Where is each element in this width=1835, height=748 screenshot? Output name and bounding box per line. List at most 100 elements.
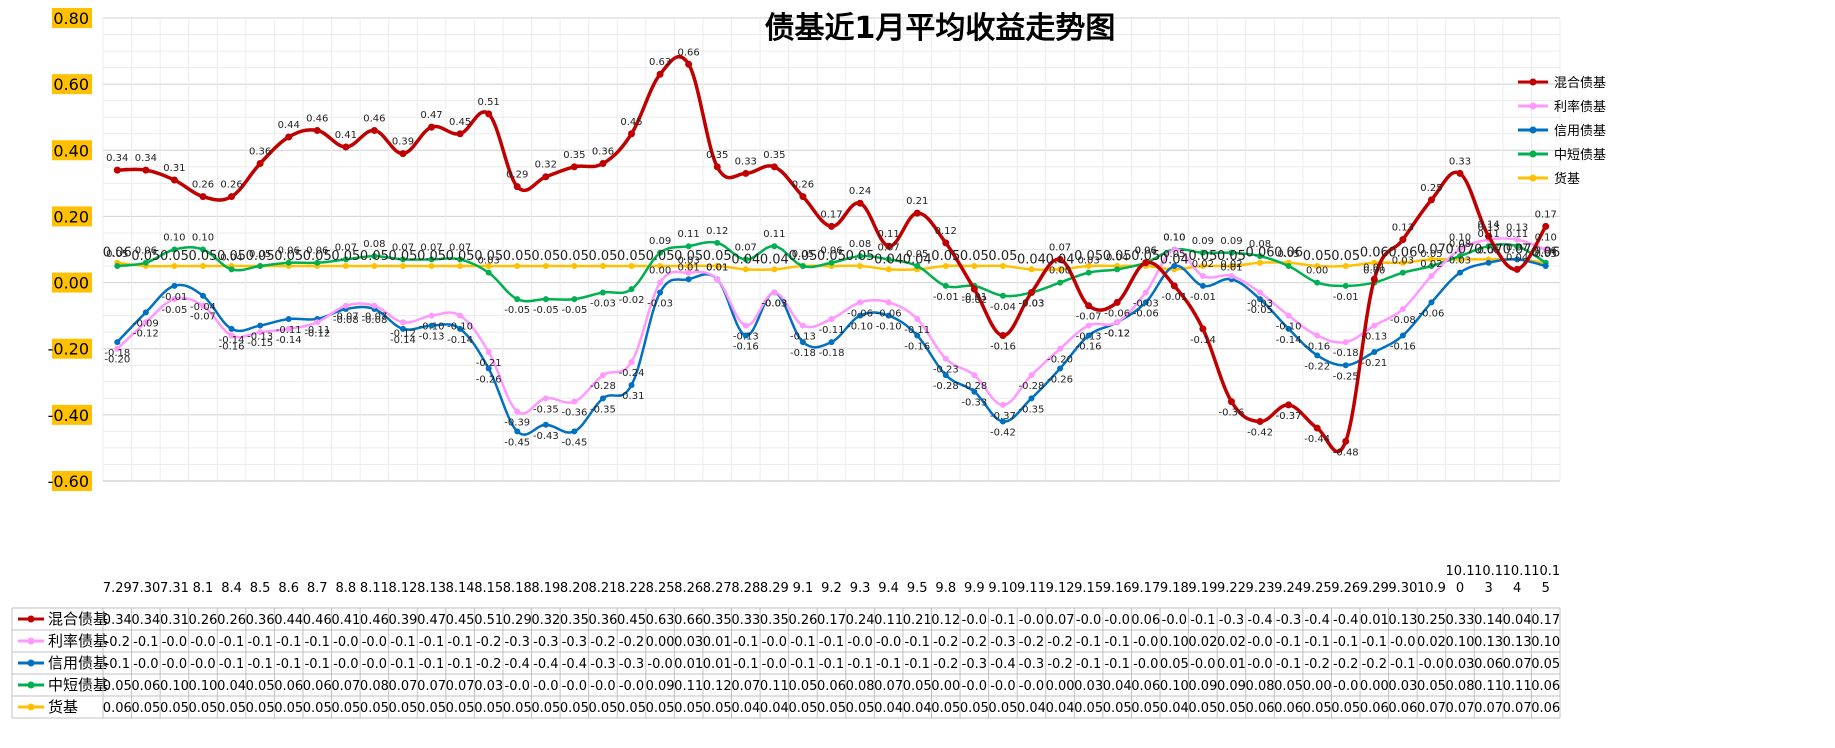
table-cell: -0.4 [533,657,558,672]
table-cell: 0.03 [1388,679,1417,694]
data-label: 0.41 [335,130,357,141]
data-label: 0.21 [906,196,928,207]
data-label: 0.00 [1363,266,1385,277]
table-cell: 0.06 [103,701,132,716]
data-label: 0.10 [163,233,185,244]
table-cell: 0.00 [1303,679,1332,694]
table-cell: 0.11 [1474,679,1503,694]
data-label: 0.05 [703,249,732,264]
table-cell: -0.1 [905,635,930,650]
table-cell: 0.06 [303,679,332,694]
table-cell: 0.07 [1446,701,1475,716]
table-cell: -0.0 [162,635,187,650]
data-label: -0.28 [933,381,959,392]
data-point [428,256,435,263]
table-cell: -0.4 [1333,613,1358,628]
table-cell: 0.07 [331,679,360,694]
x-tick-label: 9.2 [821,581,842,596]
data-point [199,263,206,270]
data-label: -0.37 [1276,411,1302,422]
x-tick-label: 9.5 [907,581,928,596]
data-label: 0.07 [449,242,471,253]
data-point [856,199,864,207]
data-point [485,263,492,270]
data-label: -0.33 [961,398,987,409]
data-point [1285,263,1292,270]
data-point [571,398,578,405]
data-label: 0.32 [535,160,557,171]
data-label: 0.09 [649,236,671,247]
table-cell: -0.3 [1219,613,1244,628]
data-label: 0.11 [1506,229,1528,240]
data-label: -0.18 [1333,348,1359,359]
data-point [313,126,321,134]
data-point [342,143,350,151]
table-cell: -0.1 [133,635,158,650]
data-labels: 0.34 0.34 0.31 0.26 0.26 0.36 0.44 0.46 0.41 0.46… [103,47,1560,458]
table-cell: 0.07 [874,679,903,694]
data-point [742,332,749,339]
table-cell: 0.25 [1417,613,1446,628]
data-label: 0.06 [1274,246,1303,261]
table-cell: 0.11 [874,613,903,628]
data-point [171,296,178,303]
data-label: -0.26 [476,375,502,386]
data-point [656,70,664,78]
data-label: -0.10 [876,322,902,333]
data-point [1457,246,1464,253]
table-cell: 0.04 [874,701,903,716]
data-point [371,253,378,260]
table-cell: 0.00 [931,679,960,694]
data-label: -0.08 [333,315,359,326]
x-tick-label: 9.12 [1046,581,1075,596]
data-label: 0.07 [420,242,442,253]
x-tick-label: 8.5 [250,581,271,596]
data-point [257,322,264,329]
data-point [1371,349,1378,356]
data-point [999,331,1007,339]
data-point [799,339,806,346]
data-label: 0.05 [331,249,360,264]
data-label: 0.05 [217,249,246,264]
table-cell: 0.05 [788,679,817,694]
data-label: 0.07 [335,242,357,253]
table-cell: 0.05 [646,701,675,716]
table-cell: -0.0 [1333,679,1358,694]
data-point [1399,259,1406,266]
data-label: 0.13 [1477,223,1499,234]
data-point [1142,259,1150,267]
data-label: -0.11 [304,325,330,336]
x-tick-label: 5 [1542,581,1550,596]
table-cell: 0.05 [246,701,275,716]
data-label: -0.13 [1076,332,1102,343]
data-label: 0.01 [678,262,700,273]
data-point [828,339,835,346]
data-label: -0.12 [133,328,159,339]
y-tick-label: -0.20 [48,340,89,359]
data-point [314,259,321,266]
table-row-name: 中短债基 [48,676,108,694]
x-tick-label: 8.22 [617,581,646,596]
table-cell: 0.06 [1246,701,1275,716]
data-label: -0.16 [1076,341,1102,352]
x-tick-label: 8.11 [360,581,389,596]
table-cell: -0.4 [562,657,587,672]
data-point [1456,169,1464,177]
data-point [399,256,406,263]
data-point [1228,249,1235,256]
data-point [142,309,149,316]
data-label: -0.21 [476,358,502,369]
table-cell: 0.07 [417,679,446,694]
table-cell: -0.3 [562,635,587,650]
table-cell: -0.0 [1019,679,1044,694]
table-cell: -0.0 [962,613,987,628]
data-point [999,401,1006,408]
table-cell: 0.00 [646,635,675,650]
data-point [914,332,921,339]
table-cell: 0.05 [217,701,246,716]
data-point [228,193,236,201]
data-point [971,388,978,395]
table-cell: -0.1 [105,657,130,672]
